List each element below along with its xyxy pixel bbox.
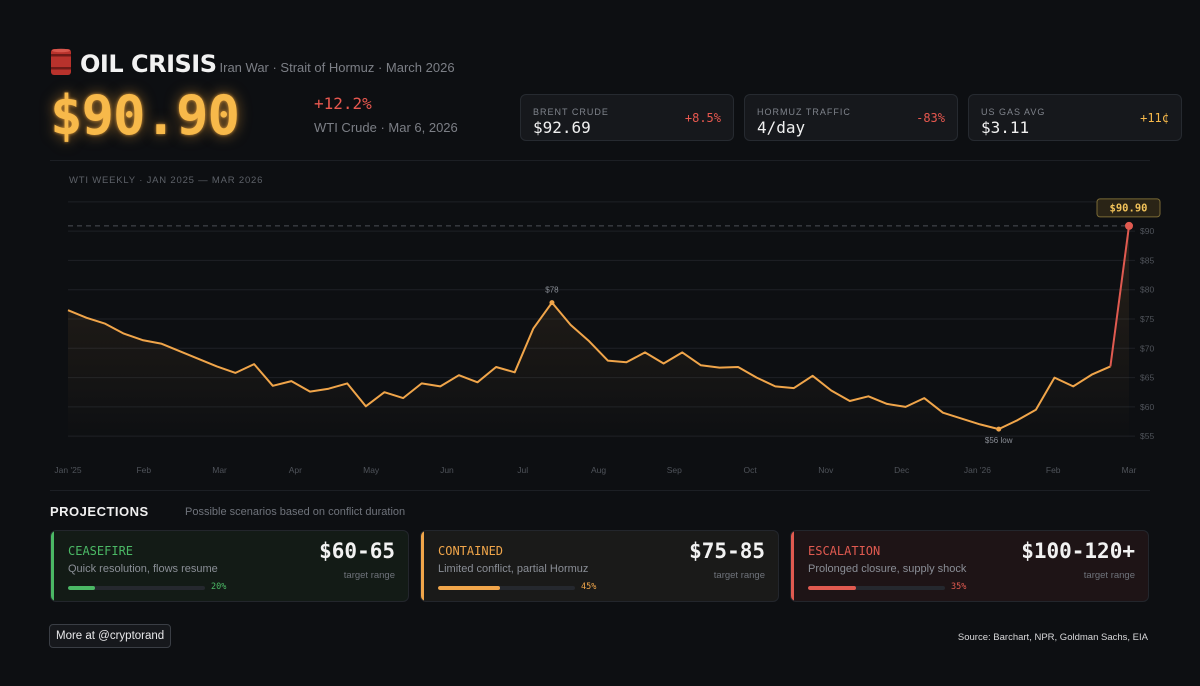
y-tick-label: $90 [1140, 226, 1154, 236]
scenario-range: $75-85 [689, 539, 765, 563]
probability-fill [808, 586, 856, 590]
y-tick-label: $75 [1140, 314, 1154, 324]
wti-line-chart: WTI WEEKLY · JAN 2025 — MAR 2026 $55 $60 $… [54, 175, 1161, 475]
area-fill [68, 225, 1129, 442]
range-label: target range [713, 570, 765, 581]
x-tick-label: Jan '26 [964, 465, 991, 475]
probability-label: 35% [951, 582, 967, 592]
y-tick-label: $60 [1140, 402, 1154, 412]
stat-value: 4/day [757, 118, 806, 137]
probability-bar [808, 586, 945, 590]
stat-label: HORMUZ TRAFFIC [757, 107, 851, 117]
probability-label: 20% [211, 582, 227, 592]
scenario-desc: Quick resolution, flows resume [68, 563, 218, 575]
stat-value: $3.11 [981, 118, 1030, 137]
card-accent [791, 531, 794, 601]
price-caption: WTI Crude · Mar 6, 2026 [314, 120, 458, 135]
x-tick-label: Feb [1046, 465, 1061, 475]
scenario-name: CONTAINED [438, 544, 504, 558]
scenario-card-ceasefire: CEASEFIRE Quick resolution, flows resume… [50, 530, 409, 602]
divider [50, 160, 1150, 161]
stat-card-gas: US GAS AVG $3.11 +11¢ [968, 94, 1182, 141]
price-change: +12.2% [314, 94, 372, 113]
divider [50, 490, 1150, 491]
x-tick-label: Jul [517, 465, 528, 475]
y-tick-label: $80 [1140, 285, 1154, 295]
source-note: Source: Barchart, NPR, Goldman Sachs, EI… [957, 632, 1148, 643]
header: OIL CRISIS Iran War · Strait of Hormuz ·… [50, 44, 455, 78]
scenario-desc: Prolonged closure, supply shock [808, 563, 967, 575]
x-tick-label: Jun [440, 465, 454, 475]
wti-price-line [67, 301, 1111, 431]
x-tick-label: Aug [591, 465, 606, 475]
scenario-name: CEASEFIRE [68, 544, 134, 558]
x-tick-label: Feb [136, 465, 151, 475]
x-tick-label: Sep [667, 465, 682, 475]
stat-label: BRENT CRUDE [533, 107, 609, 117]
card-accent [421, 531, 424, 601]
stat-card-brent: BRENT CRUDE $92.69 +8.5% [520, 94, 734, 141]
current-price-label: $90.90 [1110, 202, 1148, 214]
y-tick-label: $65 [1140, 373, 1154, 383]
y-tick-label: $85 [1140, 255, 1154, 265]
x-tick-label: Oct [743, 465, 757, 475]
scenario-range: $100-120+ [1021, 539, 1135, 563]
x-tick-label: Mar [1122, 465, 1137, 475]
projections-subtitle: Possible scenarios based on conflict dur… [185, 506, 406, 518]
low-label: $56 low [985, 436, 1013, 445]
stat-value: $92.69 [533, 118, 591, 137]
chart-labels: $55$60$65$70$75$80$85$90$95Jan '25FebMar… [54, 197, 1161, 475]
peak-point [549, 300, 555, 306]
scenario-name: ESCALATION [808, 544, 881, 558]
stat-label: US GAS AVG [981, 107, 1046, 117]
stat-change: +8.5% [684, 111, 721, 125]
low-point [996, 426, 1002, 432]
probability-bar [438, 586, 575, 590]
range-label: target range [343, 570, 395, 581]
card-accent [51, 531, 54, 601]
probability-bar [68, 586, 205, 590]
page-subtitle: Iran War · Strait of Hormuz · March 2026 [219, 60, 455, 75]
stat-change: -83% [916, 111, 945, 125]
x-tick-label: Mar [212, 465, 227, 475]
scenario-card-contained: CONTAINED Limited conflict, partial Horm… [420, 530, 779, 602]
probability-fill [68, 586, 96, 590]
y-tick-label: $70 [1140, 343, 1154, 353]
stat-card-hormuz: HORMUZ TRAFFIC 4/day -83% [744, 94, 958, 141]
current-price-badge [1096, 198, 1161, 218]
chart-title: WTI WEEKLY · JAN 2025 — MAR 2026 [69, 175, 263, 186]
probability-label: 45% [581, 582, 597, 592]
x-tick-label: Nov [818, 465, 834, 475]
chart-area [68, 225, 1129, 442]
x-tick-label: Dec [894, 465, 910, 475]
stat-change: +11¢ [1140, 111, 1169, 125]
scenario-desc: Limited conflict, partial Hormuz [438, 563, 589, 575]
more-link-button[interactable]: More at @cryptorand [49, 624, 172, 648]
scenario-range: $60-65 [319, 539, 395, 563]
chart-lines [67, 221, 1133, 432]
page-title: OIL CRISIS [80, 50, 217, 78]
x-tick-label: Apr [289, 465, 302, 475]
wti-spike-line [1109, 225, 1130, 367]
wti-price: $90.90 [50, 84, 240, 147]
y-tick-label: $55 [1140, 431, 1154, 441]
projections-title: PROJECTIONS [50, 504, 149, 519]
x-tick-label: May [363, 465, 380, 475]
probability-fill [438, 586, 500, 590]
range-label: target range [1083, 570, 1135, 581]
peak-label: $78 [545, 286, 559, 295]
oil-barrel-icon [51, 48, 71, 75]
x-tick-label: Jan '25 [54, 465, 81, 475]
current-price-point [1125, 221, 1133, 230]
scenario-card-escalation: ESCALATION Prolonged closure, supply sho… [790, 530, 1149, 602]
